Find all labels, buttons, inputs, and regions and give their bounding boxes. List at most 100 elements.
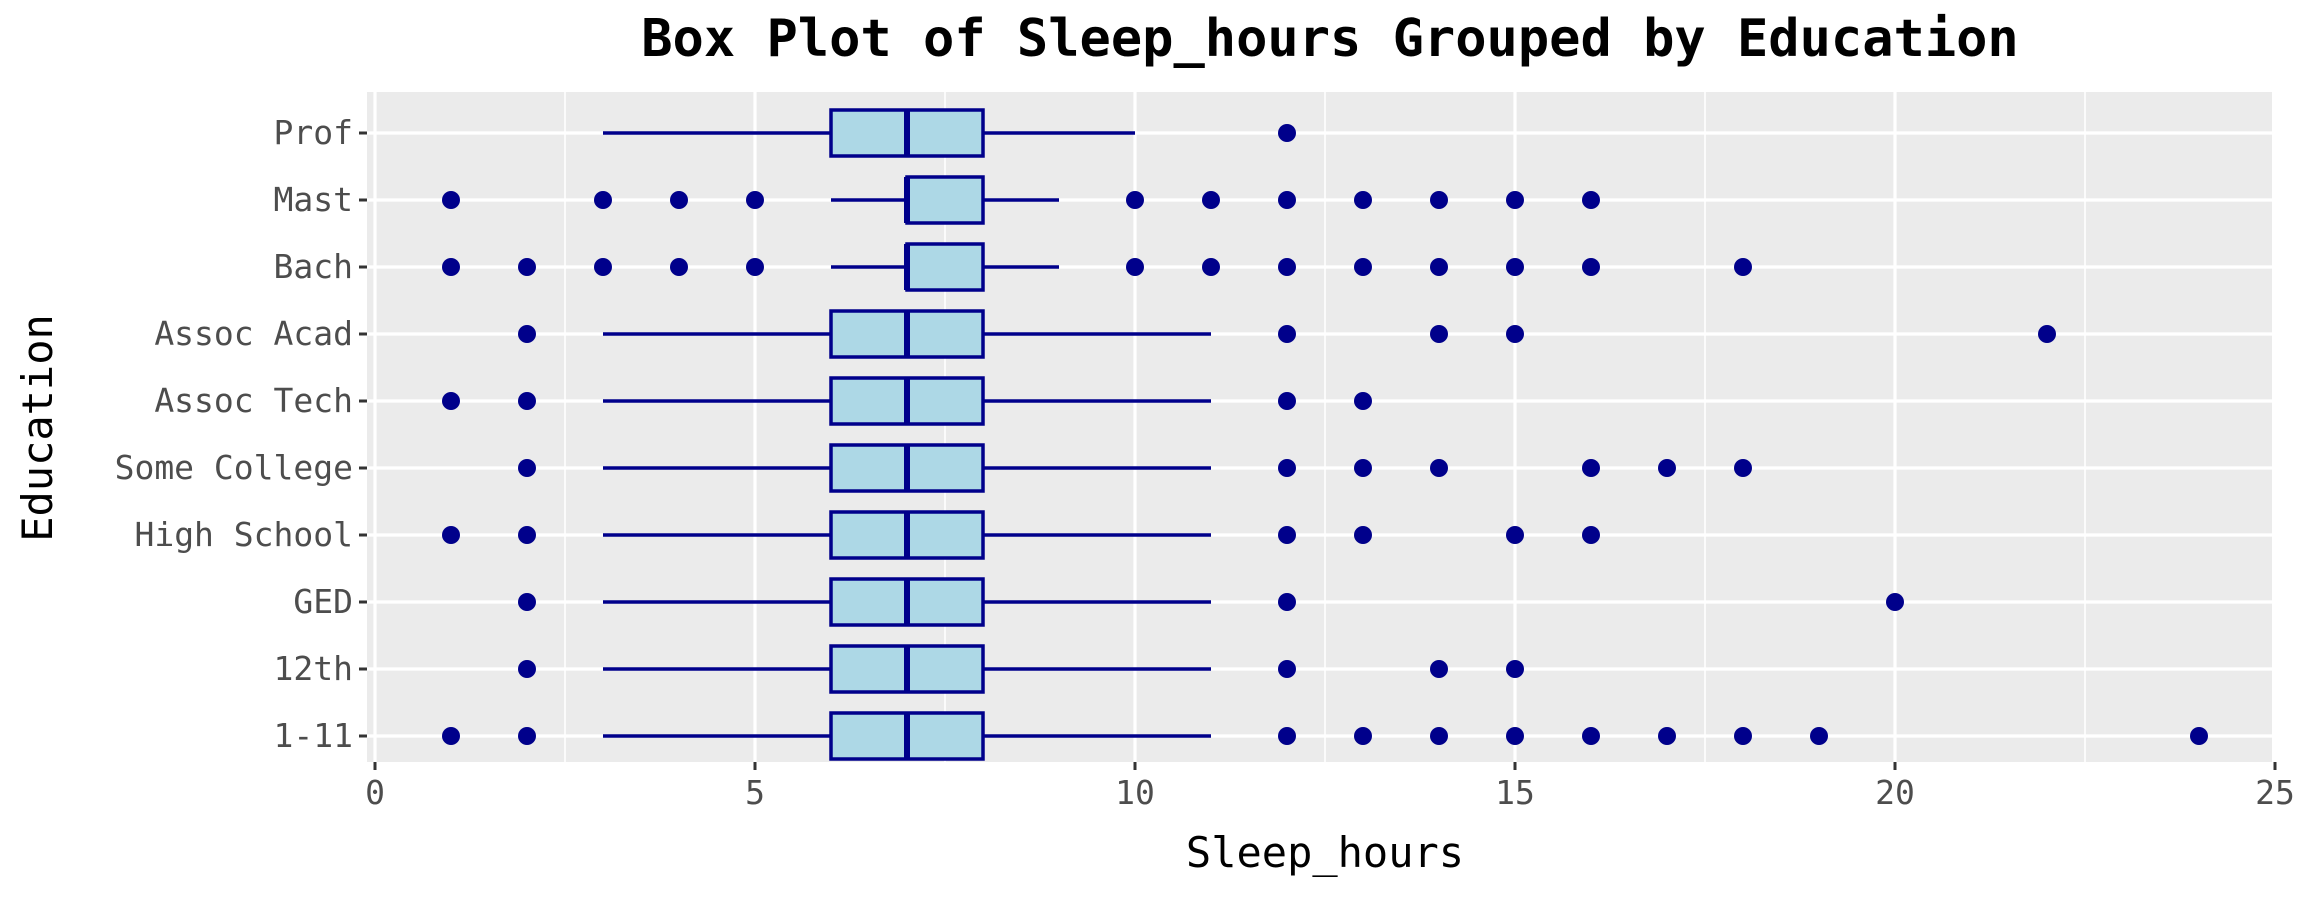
- outlier-point: [1582, 526, 1600, 544]
- box-group-assoc-tech: [442, 376, 1372, 426]
- outlier-point: [1734, 727, 1752, 745]
- x-tick-label: 15: [1495, 773, 1535, 812]
- outlier-point: [670, 258, 688, 276]
- box-group-high-school: [442, 510, 1600, 560]
- outlier-point: [1278, 526, 1296, 544]
- outlier-point: [1506, 660, 1524, 678]
- outlier-point: [1506, 325, 1524, 343]
- outlier-point: [1430, 325, 1448, 343]
- y-tick-label: Assoc Tech: [154, 381, 353, 420]
- outlier-point: [1582, 258, 1600, 276]
- outlier-point: [746, 191, 764, 209]
- outlier-point: [442, 392, 460, 410]
- x-tick-label: 5: [745, 773, 765, 812]
- y-tick-label: 1-11: [274, 716, 353, 755]
- outlier-point: [1126, 258, 1144, 276]
- y-tick-label: High School: [134, 515, 353, 554]
- outlier-point: [1202, 258, 1220, 276]
- y-tick-label: 12th: [274, 649, 353, 688]
- outlier-point: [1430, 459, 1448, 477]
- plot-panel: [367, 92, 2272, 762]
- outlier-point: [1202, 191, 1220, 209]
- y-tick-label: Prof: [274, 113, 353, 152]
- box-group-ged: [518, 577, 1904, 627]
- outlier-point: [1810, 727, 1828, 745]
- outlier-point: [594, 191, 612, 209]
- outlier-point: [1354, 191, 1372, 209]
- outlier-point: [1430, 660, 1448, 678]
- outlier-point: [1354, 392, 1372, 410]
- box-group-1-11: [442, 711, 2208, 761]
- outlier-point: [1278, 660, 1296, 678]
- outlier-point: [1658, 727, 1676, 745]
- y-tick-label: Bach: [274, 247, 353, 286]
- outlier-point: [1506, 191, 1524, 209]
- box-group-bach: [442, 242, 1752, 292]
- outlier-point: [2038, 325, 2056, 343]
- outlier-point: [442, 258, 460, 276]
- box-group-mast: [442, 175, 1600, 225]
- outlier-point: [518, 392, 536, 410]
- outlier-point: [1430, 191, 1448, 209]
- outlier-point: [1582, 727, 1600, 745]
- outlier-point: [1278, 727, 1296, 745]
- box-plot-marks: [442, 108, 2208, 761]
- outlier-point: [1886, 593, 1904, 611]
- outlier-point: [518, 258, 536, 276]
- outlier-point: [1354, 459, 1372, 477]
- outlier-point: [1354, 526, 1372, 544]
- outlier-point: [1734, 258, 1752, 276]
- outlier-point: [518, 459, 536, 477]
- outlier-point: [1354, 258, 1372, 276]
- outlier-point: [746, 258, 764, 276]
- outlier-point: [1506, 727, 1524, 745]
- y-tick-label: GED: [293, 582, 353, 621]
- outlier-point: [1582, 459, 1600, 477]
- outlier-point: [1734, 459, 1752, 477]
- x-tick-label: 10: [1115, 773, 1155, 812]
- x-axis-title: Sleep_hours: [1186, 828, 1464, 877]
- outlier-point: [1430, 727, 1448, 745]
- box-group-some-college: [518, 443, 1752, 493]
- outlier-point: [1506, 258, 1524, 276]
- y-axis-title: Education: [13, 314, 62, 542]
- x-tick-label: 20: [1875, 773, 1915, 812]
- outlier-point: [442, 191, 460, 209]
- outlier-point: [518, 593, 536, 611]
- y-tick-label: Mast: [274, 180, 353, 219]
- outlier-point: [518, 526, 536, 544]
- outlier-point: [1430, 258, 1448, 276]
- box-iqr: [905, 242, 985, 292]
- outlier-point: [442, 727, 460, 745]
- outlier-point: [1658, 459, 1676, 477]
- outlier-point: [1278, 191, 1296, 209]
- outlier-point: [518, 325, 536, 343]
- y-tick-label: Some College: [115, 448, 353, 487]
- outlier-point: [1278, 593, 1296, 611]
- outlier-point: [1278, 392, 1296, 410]
- outlier-point: [1278, 459, 1296, 477]
- x-tick-label: 25: [2255, 773, 2295, 812]
- box-iqr: [905, 175, 985, 225]
- axes: Prof Mast Bach Assoc Acad Assoc Tech Some Col…: [115, 113, 2295, 812]
- outlier-point: [442, 526, 460, 544]
- outlier-point: [1278, 258, 1296, 276]
- y-tick-label: Assoc Acad: [154, 314, 353, 353]
- outlier-point: [594, 258, 612, 276]
- box-group-assoc-acad: [518, 309, 2056, 359]
- outlier-point: [1506, 526, 1524, 544]
- outlier-point: [518, 727, 536, 745]
- x-tick-label: 0: [365, 773, 385, 812]
- chart-title: Box Plot of Sleep_hours Grouped by Educa…: [641, 9, 2019, 69]
- outlier-point: [670, 191, 688, 209]
- outlier-point: [1354, 727, 1372, 745]
- outlier-point: [1582, 191, 1600, 209]
- outlier-point: [2190, 727, 2208, 745]
- box-group-12th: [518, 644, 1524, 694]
- outlier-point: [1278, 124, 1296, 142]
- outlier-point: [518, 660, 536, 678]
- box-group-prof: [603, 108, 1296, 158]
- outlier-point: [1126, 191, 1144, 209]
